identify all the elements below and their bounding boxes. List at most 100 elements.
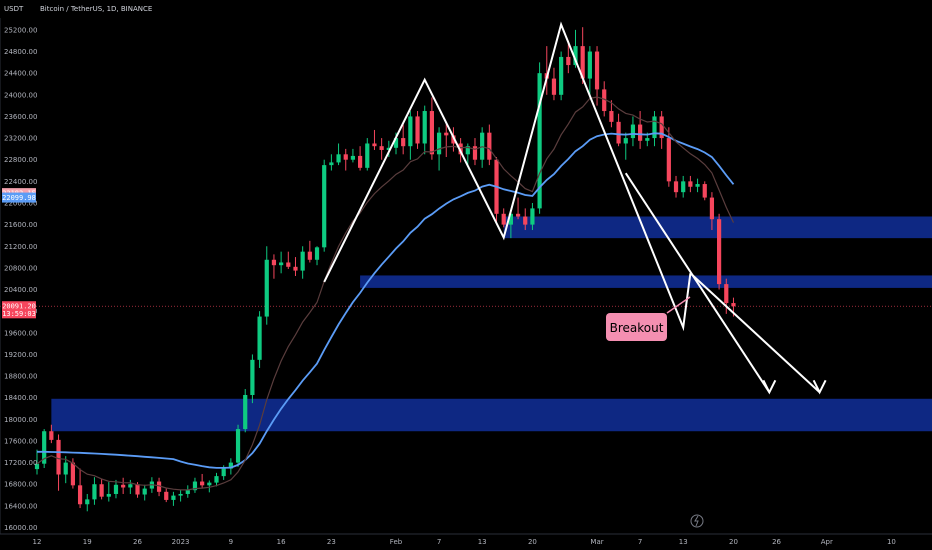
candle[interactable]	[616, 113, 621, 147]
candle[interactable]	[279, 251, 284, 274]
candle[interactable]	[235, 424, 241, 467]
candle-body	[92, 484, 97, 500]
candle[interactable]	[695, 178, 700, 193]
candle[interactable]	[128, 479, 133, 494]
candle[interactable]	[85, 493, 90, 512]
candle-body	[602, 89, 607, 112]
candle[interactable]	[185, 485, 190, 498]
candle[interactable]	[42, 429, 47, 469]
candle[interactable]	[336, 143, 341, 166]
candle[interactable]	[681, 175, 686, 198]
candle[interactable]	[451, 127, 456, 152]
candle[interactable]	[171, 491, 176, 506]
candle[interactable]	[358, 146, 363, 171]
candle[interactable]	[515, 197, 521, 220]
candle[interactable]	[293, 257, 298, 276]
candle[interactable]	[594, 46, 600, 106]
candle[interactable]	[386, 140, 391, 158]
candle[interactable]	[142, 484, 147, 501]
candle[interactable]	[537, 62, 542, 214]
candle[interactable]	[200, 473, 205, 489]
candle[interactable]	[286, 251, 291, 269]
candle[interactable]	[652, 111, 657, 147]
candle[interactable]	[379, 138, 384, 160]
replay-icon[interactable]	[690, 514, 704, 528]
candle[interactable]	[580, 27, 585, 84]
candle[interactable]	[508, 211, 513, 239]
candle[interactable]	[566, 40, 571, 74]
candle[interactable]	[587, 46, 592, 95]
candle[interactable]	[314, 246, 320, 266]
candle[interactable]	[444, 121, 449, 158]
candle-body	[444, 132, 449, 136]
candle[interactable]	[365, 138, 370, 171]
candle[interactable]	[192, 477, 198, 493]
candle-body	[63, 462, 68, 475]
candle[interactable]	[688, 175, 693, 193]
x-tick-label: 26	[772, 538, 781, 546]
candle[interactable]	[257, 311, 262, 368]
candle[interactable]	[34, 449, 40, 475]
moving-averages	[36, 96, 735, 491]
price-badge-value: 13:59:03	[2, 310, 36, 318]
candle[interactable]	[271, 254, 277, 279]
candle[interactable]	[329, 154, 334, 171]
projection-line-left	[624, 172, 771, 393]
candles[interactable]	[34, 27, 736, 512]
candle[interactable]	[322, 159, 327, 252]
candle[interactable]	[401, 124, 406, 155]
candle[interactable]	[623, 132, 628, 160]
candle[interactable]	[429, 97, 434, 160]
candle[interactable]	[178, 489, 183, 502]
candle[interactable]	[717, 213, 722, 290]
y-tick-label: 23600.00	[4, 113, 37, 121]
candle[interactable]	[243, 389, 248, 433]
candle[interactable]	[559, 51, 564, 101]
candle[interactable]	[49, 424, 54, 444]
candle[interactable]	[709, 192, 715, 231]
candle[interactable]	[228, 458, 233, 475]
candle[interactable]	[77, 468, 83, 509]
candle[interactable]	[164, 488, 169, 503]
candle[interactable]	[638, 111, 643, 149]
candle-body	[56, 439, 61, 475]
candle[interactable]	[99, 478, 104, 500]
candle[interactable]	[415, 111, 420, 149]
candle[interactable]	[673, 175, 679, 198]
candle[interactable]	[551, 67, 557, 101]
candle[interactable]	[250, 354, 255, 404]
candle[interactable]	[530, 202, 535, 231]
candle[interactable]	[156, 477, 162, 497]
candle[interactable]	[214, 472, 219, 487]
candle[interactable]	[609, 100, 614, 128]
candle-body	[530, 208, 535, 225]
candle[interactable]	[106, 482, 111, 502]
candle[interactable]	[121, 477, 126, 494]
candle[interactable]	[92, 477, 97, 505]
candle[interactable]	[408, 111, 413, 160]
candle[interactable]	[501, 208, 506, 228]
candle[interactable]	[307, 240, 312, 263]
candle[interactable]	[724, 278, 729, 314]
candle[interactable]	[56, 434, 61, 491]
candle[interactable]	[113, 479, 119, 499]
candle-body	[113, 484, 119, 494]
candle-body	[372, 143, 377, 147]
candle[interactable]	[523, 208, 528, 231]
candle[interactable]	[372, 129, 377, 150]
candle[interactable]	[264, 246, 269, 325]
candle[interactable]	[343, 148, 348, 171]
candle[interactable]	[659, 111, 664, 149]
candle[interactable]	[300, 246, 305, 279]
candle[interactable]	[63, 456, 68, 484]
candle[interactable]	[487, 124, 492, 166]
candle[interactable]	[702, 181, 707, 201]
candle[interactable]	[494, 157, 499, 222]
candle[interactable]	[630, 116, 636, 147]
candle[interactable]	[207, 480, 212, 493]
candle[interactable]	[472, 138, 478, 166]
candle-body	[257, 316, 262, 360]
candle[interactable]	[350, 148, 356, 163]
candle[interactable]	[422, 105, 427, 155]
